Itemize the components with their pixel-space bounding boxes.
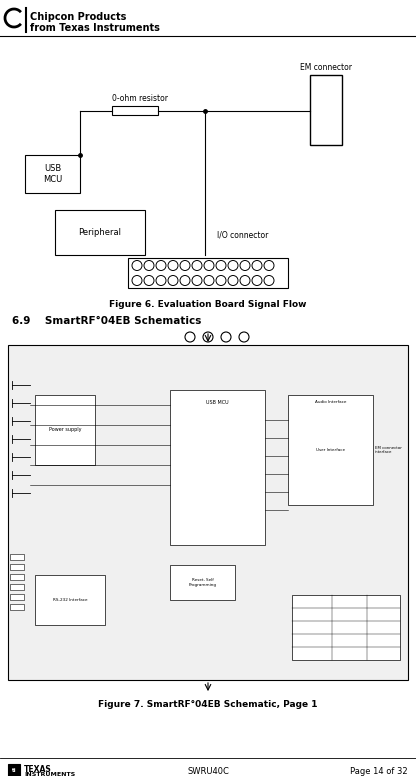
Text: TEXAS: TEXAS [24,765,52,774]
FancyBboxPatch shape [10,574,24,580]
FancyBboxPatch shape [10,594,24,600]
Text: Peripheral: Peripheral [79,228,121,237]
FancyBboxPatch shape [292,595,400,660]
Text: 0-ohm resistor: 0-ohm resistor [112,94,168,103]
FancyBboxPatch shape [35,575,105,625]
FancyBboxPatch shape [8,764,20,776]
FancyBboxPatch shape [112,106,158,115]
FancyBboxPatch shape [128,258,288,288]
FancyBboxPatch shape [170,390,265,545]
FancyBboxPatch shape [8,345,408,680]
FancyBboxPatch shape [288,395,373,505]
FancyBboxPatch shape [25,155,80,193]
Text: 6.9    SmartRF°04EB Schematics: 6.9 SmartRF°04EB Schematics [12,316,201,326]
FancyBboxPatch shape [10,584,24,590]
Text: ti: ti [12,767,16,772]
Text: Reset, Self
Programming: Reset, Self Programming [188,578,216,587]
FancyBboxPatch shape [35,395,95,465]
FancyBboxPatch shape [10,554,24,560]
Text: Chipcon Products: Chipcon Products [30,12,126,22]
FancyBboxPatch shape [10,604,24,610]
Text: USB MCU: USB MCU [206,400,229,405]
Text: from Texas Instruments: from Texas Instruments [30,23,160,33]
Text: Power supply: Power supply [49,428,81,432]
FancyBboxPatch shape [55,210,145,255]
Text: USB
MCU: USB MCU [43,165,62,184]
FancyBboxPatch shape [310,75,342,145]
Text: Figure 7. SmartRF°04EB Schematic, Page 1: Figure 7. SmartRF°04EB Schematic, Page 1 [98,700,318,709]
Text: INSTRUMENTS: INSTRUMENTS [24,772,75,776]
Text: Figure 6. Evaluation Board Signal Flow: Figure 6. Evaluation Board Signal Flow [109,300,307,309]
Text: SWRU40C: SWRU40C [187,767,229,776]
FancyBboxPatch shape [10,564,24,570]
Text: EM connector: EM connector [300,63,352,72]
Text: EM connector
interface: EM connector interface [375,445,402,454]
Text: User Interface: User Interface [316,448,345,452]
Text: Audio Interface: Audio Interface [315,400,346,404]
Text: I/O connector: I/O connector [217,231,268,240]
Text: Page 14 of 32: Page 14 of 32 [350,767,408,776]
FancyBboxPatch shape [170,565,235,600]
Text: RS-232 Interface: RS-232 Interface [53,598,87,602]
